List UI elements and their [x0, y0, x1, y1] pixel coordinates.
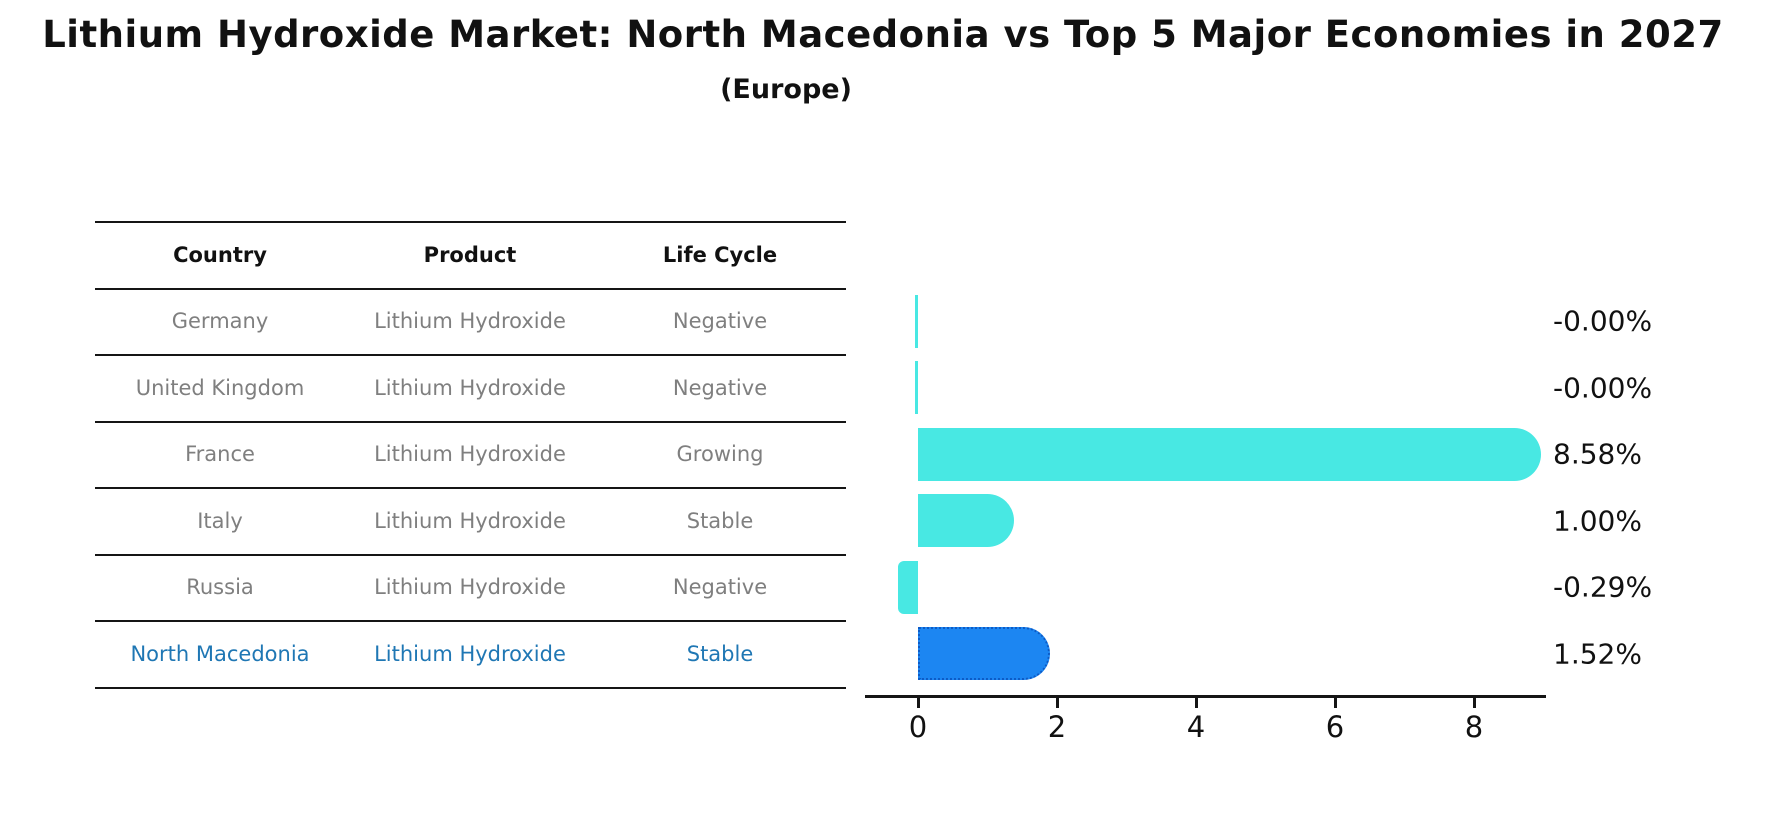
table-rule	[95, 620, 846, 622]
table-header-life-cycle: Life Cycle	[662, 243, 778, 267]
chart-title: Lithium Hydroxide Market: North Macedoni…	[42, 13, 1724, 56]
x-axis-line	[865, 695, 1546, 698]
bar-russia	[897, 560, 918, 614]
table-rule	[95, 354, 846, 356]
x-axis-tick	[916, 697, 920, 708]
bar-germany	[915, 294, 919, 348]
table-cell-country: Russia	[186, 575, 254, 599]
table-rule	[95, 487, 846, 489]
table-cell-lifecycle: Negative	[672, 575, 768, 599]
table-cell-country: France	[185, 442, 255, 466]
x-axis-tick	[1055, 697, 1059, 708]
table-cell-product: Lithium Hydroxide	[374, 508, 566, 533]
table-rule	[95, 221, 846, 223]
x-axis-tick-label: 8	[1464, 710, 1484, 744]
x-axis-tick	[1333, 697, 1337, 708]
table-rule	[95, 287, 846, 290]
bar-italy	[918, 494, 1014, 547]
table-cell-product: Lithium Hydroxide	[374, 309, 566, 333]
table-cell-country: North Macedonia	[130, 641, 310, 666]
table-cell-lifecycle: Growing	[676, 442, 764, 466]
x-axis-tick	[1472, 697, 1476, 708]
table-rule	[95, 553, 846, 556]
bar-united-kingdom	[915, 361, 919, 414]
table-cell-lifecycle: Negative	[672, 375, 768, 400]
table-cell-country: Italy	[197, 508, 243, 533]
table-cell-lifecycle: Stable	[686, 641, 754, 666]
x-axis-tick-label: 6	[1325, 710, 1345, 744]
bar-france	[918, 427, 1541, 481]
table-header-country: Country	[173, 243, 267, 267]
table-rule	[95, 686, 846, 689]
table-cell-country: United Kingdom	[135, 375, 305, 400]
table-cell-product: Lithium Hydroxide	[374, 641, 566, 666]
x-axis-tick-label: 0	[908, 710, 928, 744]
bar-value-label: -0.00%	[1553, 304, 1653, 338]
chart-subtitle: (Europe)	[720, 74, 852, 105]
table-cell-lifecycle: Negative	[672, 309, 768, 333]
table-cell-lifecycle: Stable	[686, 508, 754, 533]
bar-value-label: -0.29%	[1553, 570, 1653, 604]
x-axis-tick	[1194, 697, 1198, 708]
table-rule	[95, 420, 846, 423]
table-cell-product: Lithium Hydroxide	[374, 575, 566, 599]
x-axis-tick-label: 4	[1186, 710, 1206, 744]
table-header-product: Product	[423, 243, 517, 267]
bar-value-label: 1.00%	[1553, 504, 1642, 537]
bar-north-macedonia	[918, 627, 1051, 680]
table-cell-product: Lithium Hydroxide	[374, 375, 566, 400]
table-cell-product: Lithium Hydroxide	[374, 442, 566, 466]
table-cell-country: Germany	[171, 309, 269, 333]
bar-value-label: -0.00%	[1553, 371, 1653, 404]
bar-value-label: 1.52%	[1553, 637, 1642, 670]
x-axis-tick-label: 2	[1047, 710, 1067, 744]
bar-value-label: 8.58%	[1553, 437, 1642, 471]
